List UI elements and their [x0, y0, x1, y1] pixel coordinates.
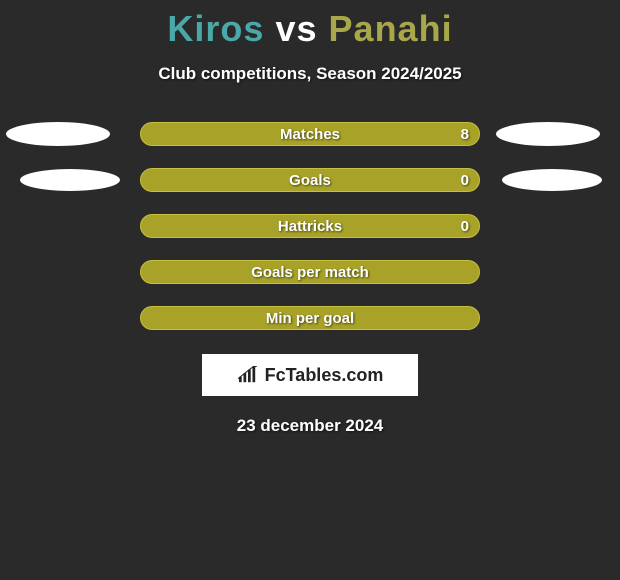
stat-bar: Goals0: [140, 168, 480, 192]
brand-box[interactable]: FcTables.com: [202, 354, 418, 396]
date-line: 23 december 2024: [0, 416, 620, 436]
stat-value-right: 0: [461, 215, 469, 237]
stat-row: Hattricks0: [0, 214, 620, 238]
stat-label: Min per goal: [141, 307, 479, 329]
title-vs: vs: [275, 8, 317, 49]
stat-row: Goals per match: [0, 260, 620, 284]
stat-label: Goals: [141, 169, 479, 191]
title-player1: Kiros: [167, 8, 264, 49]
stat-label: Goals per match: [141, 261, 479, 283]
stat-value-right: 8: [461, 123, 469, 145]
stat-row: Goals0: [0, 168, 620, 192]
brand-text: FcTables.com: [265, 365, 384, 386]
stat-bar: Goals per match: [140, 260, 480, 284]
title-player2: Panahi: [329, 8, 453, 49]
stat-bar: Min per goal: [140, 306, 480, 330]
stat-row: Min per goal: [0, 306, 620, 330]
stat-value-right: 0: [461, 169, 469, 191]
stat-row: Matches8: [0, 122, 620, 146]
player1-marker: [20, 169, 120, 191]
stat-label: Hattricks: [141, 215, 479, 237]
page-title: Kiros vs Panahi: [0, 0, 620, 50]
bars-icon: [237, 366, 259, 384]
subtitle: Club competitions, Season 2024/2025: [0, 64, 620, 84]
player1-marker: [6, 122, 110, 146]
stat-bar: Matches8: [140, 122, 480, 146]
comparison-chart: Matches8Goals0Hattricks0Goals per matchM…: [0, 122, 620, 332]
stat-bar: Hattricks0: [140, 214, 480, 238]
player2-marker: [496, 122, 600, 146]
player2-marker: [502, 169, 602, 191]
stat-label: Matches: [141, 123, 479, 145]
